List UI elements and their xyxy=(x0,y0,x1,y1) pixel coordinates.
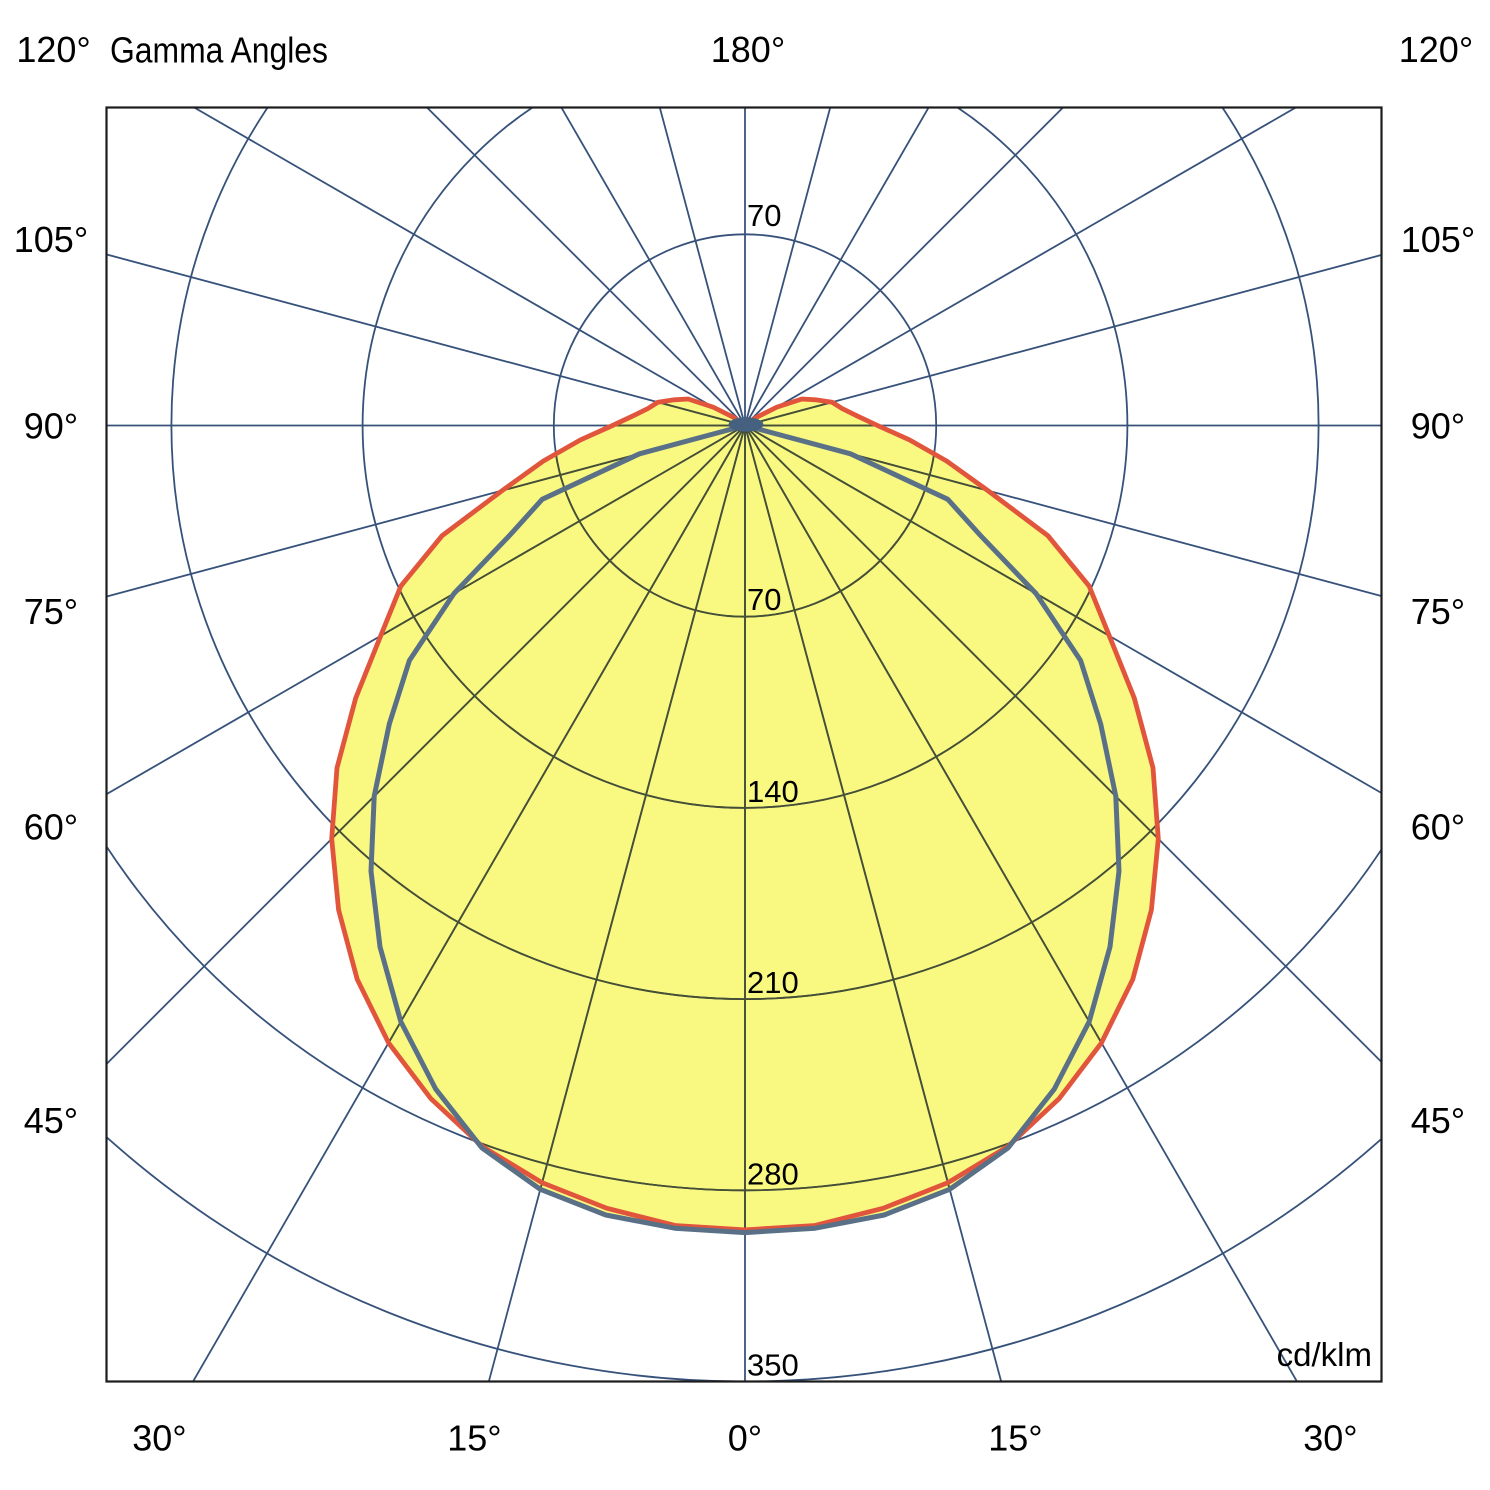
svg-text:15°: 15° xyxy=(988,1418,1042,1459)
svg-text:0°: 0° xyxy=(728,1418,762,1459)
svg-text:45°: 45° xyxy=(24,1100,78,1141)
svg-text:30°: 30° xyxy=(132,1418,186,1459)
svg-text:350: 350 xyxy=(747,1347,799,1382)
svg-text:75°: 75° xyxy=(1411,591,1465,632)
svg-text:210: 210 xyxy=(747,965,799,1000)
svg-text:120°: 120° xyxy=(1399,29,1473,70)
svg-text:90°: 90° xyxy=(1411,405,1465,446)
svg-text:105°: 105° xyxy=(1401,219,1475,260)
svg-text:45°: 45° xyxy=(1411,1100,1465,1141)
svg-text:280: 280 xyxy=(747,1156,799,1191)
svg-text:60°: 60° xyxy=(24,806,78,847)
svg-text:75°: 75° xyxy=(24,591,78,632)
svg-text:cd/klm: cd/klm xyxy=(1277,1336,1372,1373)
svg-text:70: 70 xyxy=(747,582,781,617)
svg-text:105°: 105° xyxy=(14,219,88,260)
svg-text:30°: 30° xyxy=(1303,1418,1357,1459)
svg-text:180°: 180° xyxy=(711,29,785,70)
svg-text:Gamma Angles: Gamma Angles xyxy=(110,30,328,71)
svg-text:60°: 60° xyxy=(1411,806,1465,847)
svg-text:70: 70 xyxy=(747,198,781,233)
svg-text:90°: 90° xyxy=(24,405,78,446)
svg-text:140: 140 xyxy=(747,774,799,809)
svg-text:15°: 15° xyxy=(447,1418,501,1459)
svg-text:120°: 120° xyxy=(16,29,90,70)
